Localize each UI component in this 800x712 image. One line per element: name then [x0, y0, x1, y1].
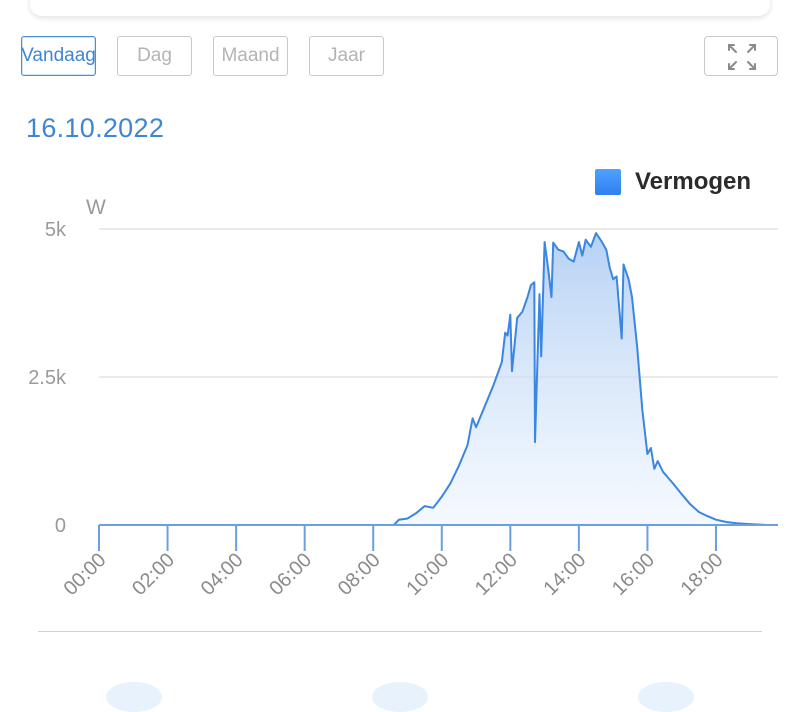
- bottom-icon-peek: [106, 682, 162, 712]
- x-tick-label: 02:00: [128, 549, 179, 600]
- y-axis-unit: W: [86, 196, 106, 219]
- series-line-vermogen[interactable]: [99, 232, 768, 526]
- x-tick-label: 00:00: [60, 549, 111, 600]
- fullscreen-button[interactable]: [704, 36, 778, 76]
- y-tick-label: 0: [55, 515, 66, 537]
- y-tick-label: 5k: [45, 219, 67, 241]
- legend-swatch: [595, 169, 621, 195]
- legend-label: Vermogen: [635, 168, 752, 195]
- bottom-icon-peek: [638, 682, 694, 712]
- x-tick-label: 04:00: [197, 549, 248, 600]
- x-tick-label: 06:00: [265, 549, 316, 600]
- chart-legend[interactable]: Vermogen: [595, 168, 751, 196]
- x-tick-label: 14:00: [539, 549, 590, 600]
- section-divider: [38, 631, 762, 632]
- x-tick-label: 10:00: [402, 549, 453, 600]
- x-tick-label: 18:00: [677, 549, 728, 600]
- tab-vandaag[interactable]: Vandaag: [21, 36, 96, 76]
- tab-jaar[interactable]: Jaar: [309, 36, 384, 76]
- series-area-vermogen: [99, 233, 768, 525]
- x-tick-label: 12:00: [471, 549, 522, 600]
- expand-arrows-icon: [728, 44, 756, 70]
- tab-dag[interactable]: Dag: [117, 36, 192, 76]
- y-tick-label: 2.5k: [28, 367, 67, 389]
- bottom-icon-peek: [372, 682, 428, 712]
- power-chart: 0 2.5k 5k 00:00 02:00 04:00 06:00 08:00 10:00 12:…: [28, 219, 778, 600]
- summary-card-top: [30, 0, 770, 16]
- tab-maand[interactable]: Maand: [213, 36, 288, 76]
- x-tick-label: 16:00: [608, 549, 659, 600]
- selected-date: 16.10.2022: [26, 113, 165, 143]
- x-tick-label: 08:00: [334, 549, 385, 600]
